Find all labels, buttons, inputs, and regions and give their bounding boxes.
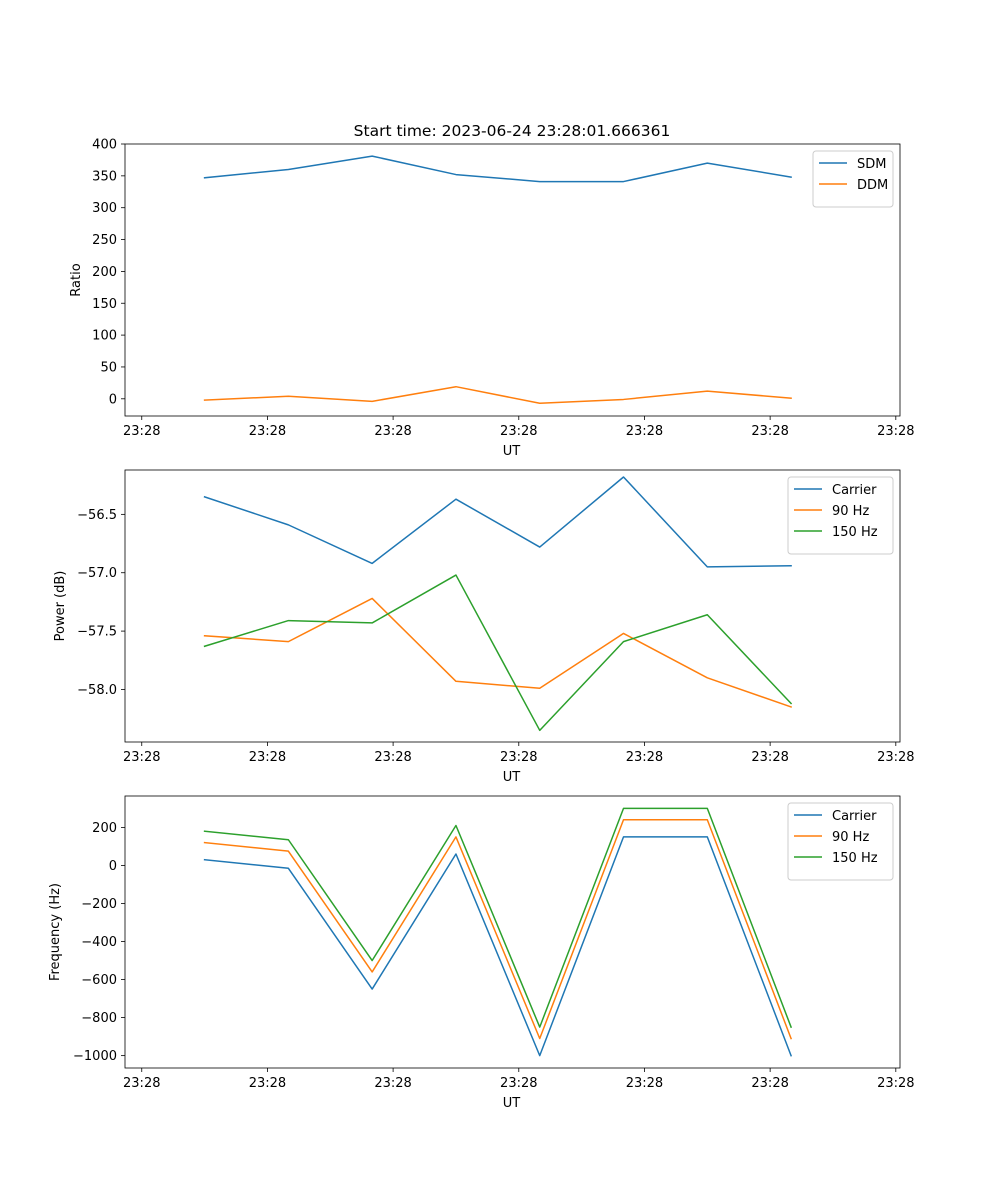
y-tick-label: 350 — [92, 169, 117, 184]
x-tick-label: 23:28 — [500, 424, 537, 439]
y-tick-label: 100 — [92, 329, 117, 344]
series-line-150-hz — [203, 807, 793, 1029]
frequency-panel: 23:2823:2823:2823:2823:2823:2823:2823:29… — [48, 795, 915, 1111]
y-tick-label: 0 — [109, 859, 117, 874]
y-tick-label: 400 — [92, 138, 117, 153]
x-tick-label: 23:28 — [751, 1076, 788, 1091]
y-tick-label: 150 — [92, 297, 117, 312]
ratio-panel: 23:2823:2823:2823:2823:2823:2823:2823:29… — [69, 138, 915, 460]
legend-label: Carrier — [832, 809, 877, 824]
x-tick-label: 23:28 — [374, 424, 411, 439]
x-axis-label: UT — [503, 770, 521, 785]
x-tick-label: 23:28 — [123, 424, 160, 439]
x-tick-label: 23:28 — [626, 1076, 663, 1091]
y-tick-label: 300 — [92, 201, 117, 216]
y-tick-label: −56.5 — [77, 508, 117, 523]
legend — [787, 476, 894, 555]
y-tick-label: −57.5 — [77, 625, 117, 640]
x-tick-label: 23:28 — [249, 1076, 286, 1091]
x-tick-label: 23:28 — [123, 1076, 160, 1091]
x-tick-label: 23:28 — [751, 750, 788, 765]
axes-frame — [124, 795, 901, 1069]
x-tick-label: 23:28 — [626, 424, 663, 439]
legend-label: DDM — [857, 178, 888, 193]
axes-frame — [124, 143, 901, 417]
series-line-carrier — [203, 476, 792, 568]
legend-label: 90 Hz — [832, 830, 869, 845]
y-tick-label: 200 — [92, 821, 117, 836]
y-tick-label: −800 — [81, 1011, 117, 1026]
y-tick-label: −200 — [81, 897, 117, 912]
x-tick-label: 23:28 — [877, 424, 914, 439]
x-tick-label: 23:28 — [500, 1076, 537, 1091]
y-tick-label: −1000 — [73, 1049, 117, 1064]
y-axis-label: Power (dB) — [53, 571, 68, 642]
x-tick-label: 23:28 — [877, 750, 914, 765]
x-axis-label: UT — [503, 1096, 521, 1111]
legend-label: 90 Hz — [832, 504, 869, 519]
legend — [787, 802, 894, 881]
x-tick-label: 23:28 — [626, 750, 663, 765]
legend-label: SDM — [857, 157, 886, 172]
series-line-90-hz — [203, 597, 793, 708]
series-line-sdm — [203, 155, 792, 183]
series-line-ddm — [203, 385, 792, 405]
legend-label: 150 Hz — [832, 851, 878, 866]
y-tick-label: 50 — [100, 360, 117, 375]
y-tick-label: −57.0 — [77, 566, 117, 581]
legend — [812, 150, 894, 208]
x-tick-label: 23:28 — [374, 750, 411, 765]
legend-label: 150 Hz — [832, 525, 878, 540]
x-tick-label: 23:28 — [123, 750, 160, 765]
x-tick-label: 23:28 — [249, 750, 286, 765]
y-tick-label: −58.0 — [77, 683, 117, 698]
y-tick-label: 200 — [92, 265, 117, 280]
y-tick-label: −400 — [81, 935, 117, 950]
x-tick-label: 23:28 — [500, 750, 537, 765]
figure-title: Start time: 2023-06-24 23:28:01.666361 — [354, 122, 671, 140]
y-tick-label: −600 — [81, 973, 117, 988]
x-axis-label: UT — [503, 444, 521, 459]
x-tick-label: 23:28 — [249, 424, 286, 439]
x-tick-label: 23:28 — [374, 1076, 411, 1091]
y-tick-label: 250 — [92, 233, 117, 248]
legend-label: Carrier — [832, 483, 877, 498]
x-tick-label: 23:28 — [877, 1076, 914, 1091]
y-axis-label: Frequency (Hz) — [48, 883, 63, 981]
y-axis-label: Ratio — [69, 263, 84, 296]
y-tick-label: 0 — [109, 392, 117, 407]
series-line-90-hz — [203, 819, 793, 1040]
series-line-150-hz — [203, 574, 793, 732]
axes-frame — [124, 469, 901, 743]
x-tick-label: 23:28 — [751, 424, 788, 439]
power-panel: 23:2823:2823:2823:2823:2823:2823:2823:29… — [53, 469, 915, 785]
series-line-carrier — [203, 836, 793, 1057]
